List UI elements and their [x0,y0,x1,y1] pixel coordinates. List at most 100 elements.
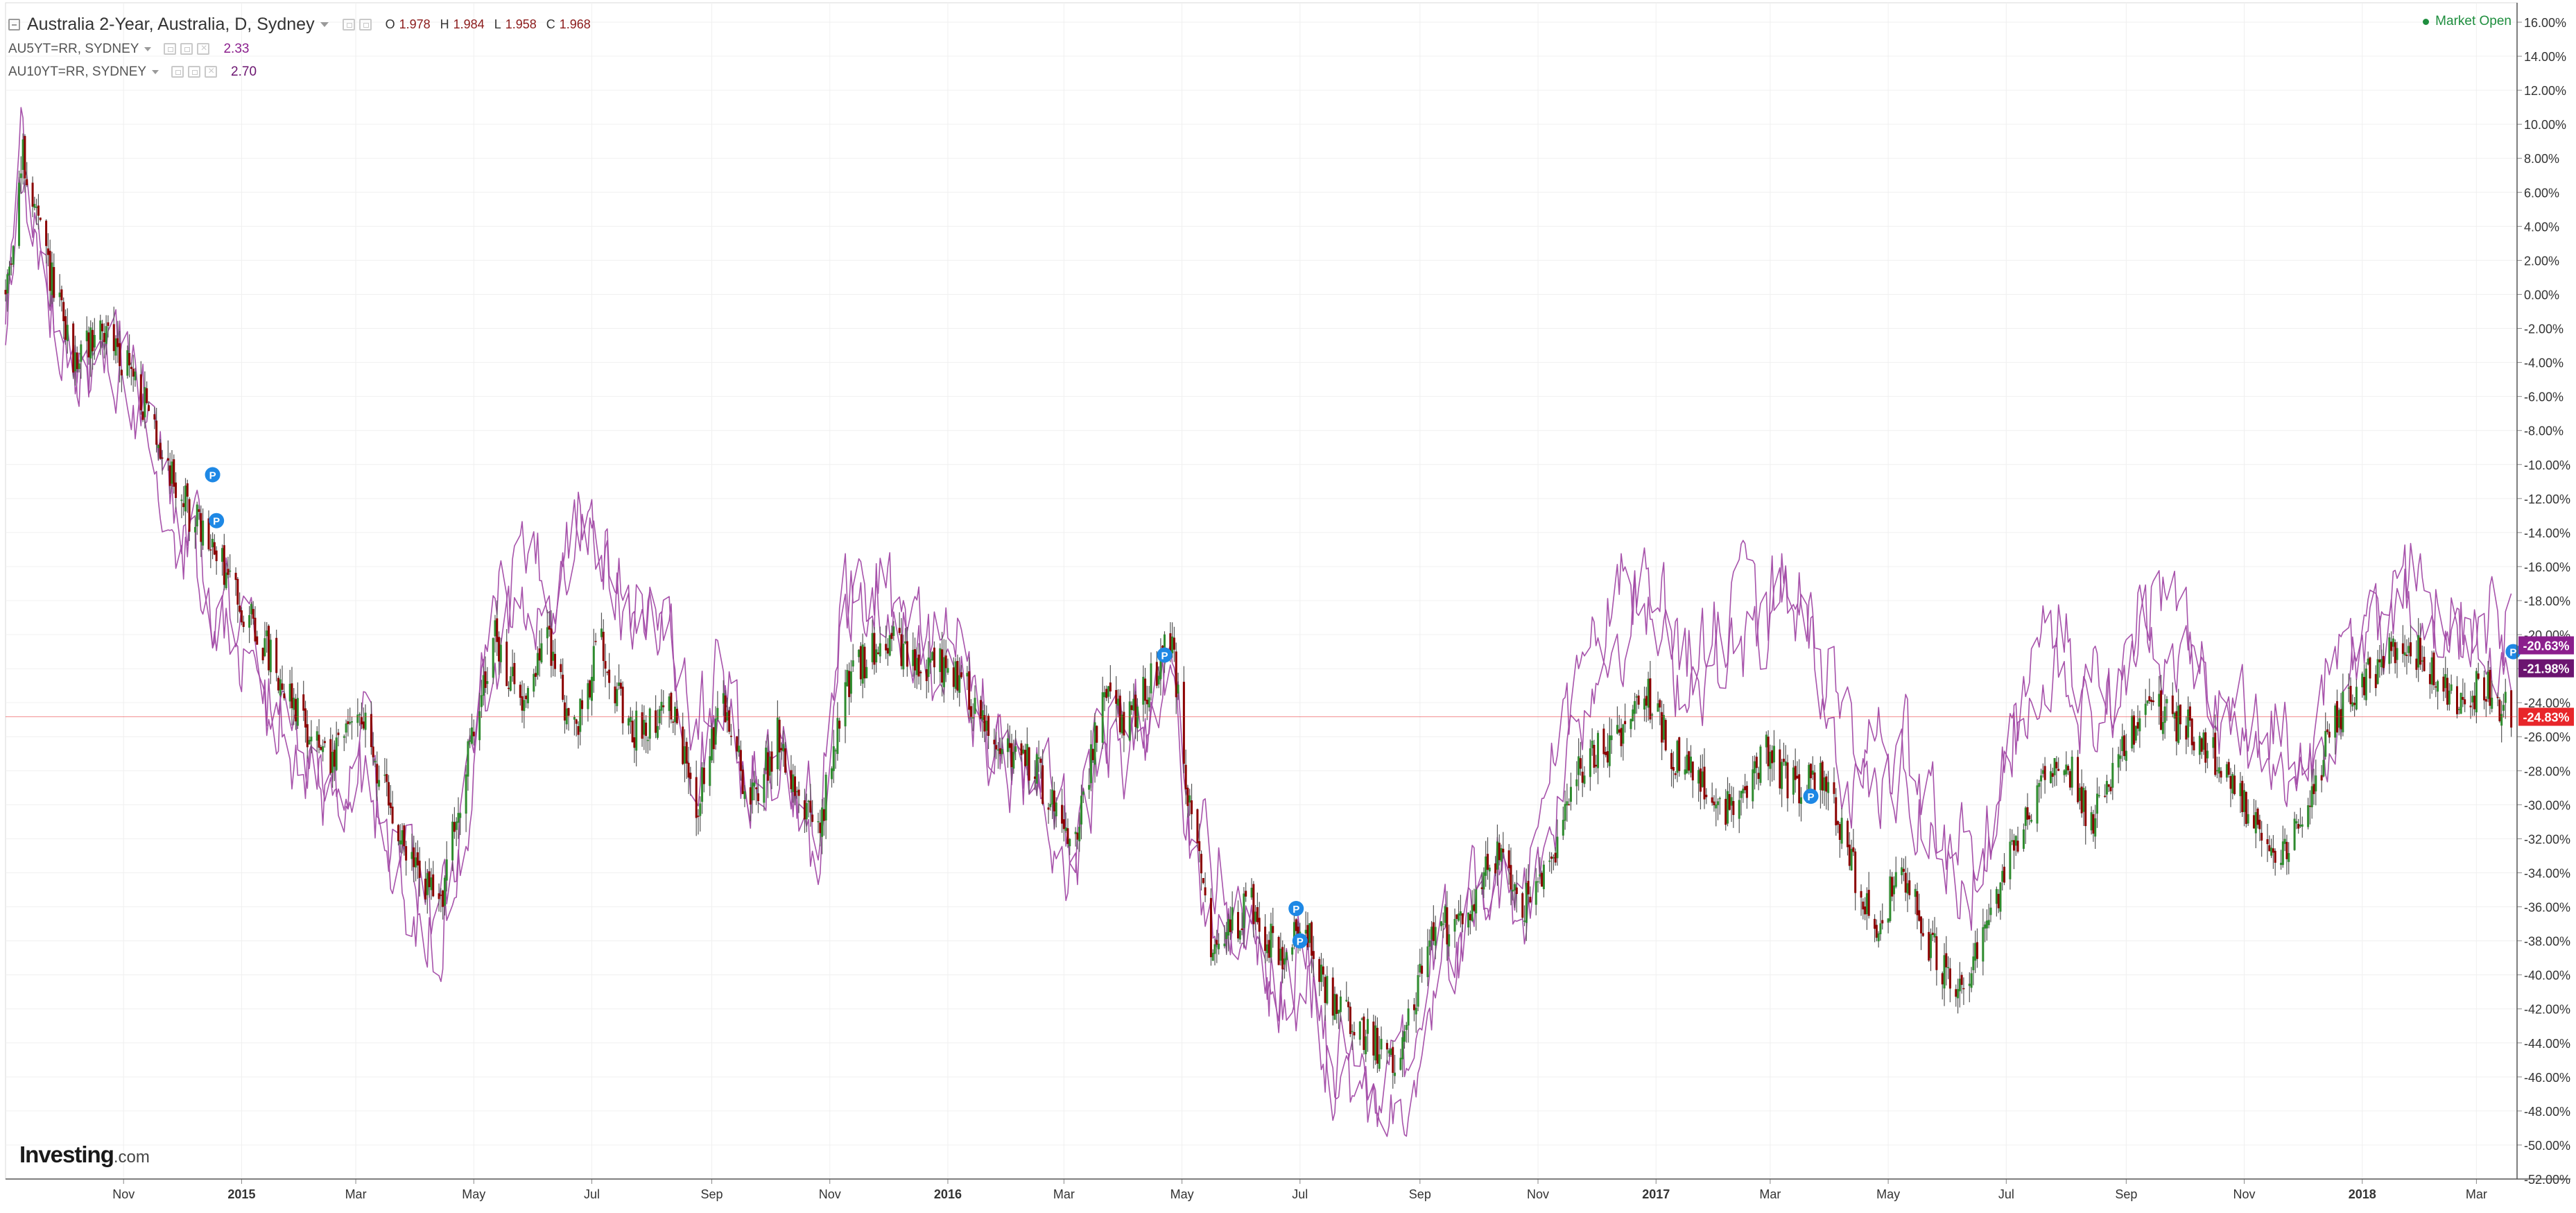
candle-body [2450,684,2453,691]
candle-body [33,204,36,208]
candle-body [1285,952,1288,961]
candle-body [453,822,456,832]
candle-body [683,746,686,764]
candle-body [2109,786,2112,791]
candle-body [2489,669,2491,706]
candle-body [2146,700,2149,704]
candle-body [1028,747,1030,781]
candle-body [405,846,408,861]
hide-icon[interactable] [358,18,372,31]
settings-icon[interactable] [164,43,177,55]
candle-body [662,705,665,707]
candle-body [587,683,589,709]
candle-body [1293,922,1295,946]
candle-body [550,628,553,666]
candle-body [819,823,822,834]
candle-body [2351,702,2354,707]
candle-body [2444,673,2447,689]
investing-logo[interactable]: Investing.com [19,1142,150,1168]
candle-body [159,442,162,459]
candle-body [2014,836,2017,846]
candle-body [198,509,200,512]
candle-body [983,715,986,732]
y-tick-label: 10.00% [2524,118,2566,132]
close-icon[interactable] [197,42,210,55]
candle-body [1605,752,1607,755]
candle-body [2161,722,2164,734]
candle-body [180,499,183,501]
candle-body [2011,840,2014,842]
hide-icon[interactable] [180,43,193,55]
candle-body [1039,758,1042,763]
compare-symbol-label[interactable]: AU5YT=RR, SYDNEY [8,41,139,56]
candle-body [753,782,756,786]
candle-body [2473,696,2476,709]
candle-body [2225,764,2228,778]
candle-body [130,366,132,369]
candle-body [1948,968,1951,989]
candle-body [256,636,259,645]
candle-body [1035,754,1038,784]
candle-body [2415,658,2418,670]
candle-body [1771,750,1774,764]
collapse-icon[interactable] [8,18,20,31]
candle-body [1213,944,1216,954]
candle-body [770,751,773,772]
candle-body [562,674,564,700]
candle-body [2150,699,2153,703]
current-value-label: -20.63% [2523,639,2569,653]
candle-body [1093,722,1096,765]
hide-icon[interactable] [188,66,201,78]
candle-body [1049,804,1052,807]
candle-body [1877,933,1880,942]
candle-body [1488,868,1491,872]
candle-body [1542,864,1545,890]
candle-body [1798,774,1801,804]
candle-body [1579,758,1582,769]
candle-body [1392,1047,1394,1073]
candle-body [1757,773,1760,780]
close-icon[interactable] [205,65,218,78]
candle-body [790,770,793,789]
main-symbol-label[interactable]: Australia 2-Year, Australia, D, Sydney [27,14,315,34]
candle-body [931,652,934,660]
candle-body [999,748,1001,755]
candle-body [848,671,851,698]
candle-body [494,620,496,637]
candle-body [134,371,137,381]
candle-body [1318,958,1321,982]
candle-body [811,814,814,822]
candle-body [2098,795,2100,797]
candle-body [645,722,648,737]
compare-symbol-label[interactable]: AU10YT=RR, SYDNEY [8,64,147,79]
settings-icon[interactable] [171,66,184,78]
candle-body [993,739,996,745]
caret-down-icon[interactable] [152,69,159,74]
candle-body [370,714,372,748]
candle-body [1595,764,1598,767]
caret-down-icon[interactable] [144,46,152,51]
settings-icon[interactable] [342,18,355,31]
candle-body [288,683,291,702]
candle-body [186,483,189,497]
candle-body [1376,1027,1378,1064]
candle-body [155,420,158,445]
candle-body [939,648,942,672]
caret-down-icon[interactable] [320,21,329,27]
y-tick-label: -18.00% [2524,594,2570,608]
candle-body [960,672,962,678]
x-tick-label: Sep [700,1187,723,1201]
candle-body [482,675,485,696]
candle-body [1833,782,1835,794]
x-tick-label: May [1170,1187,1194,1201]
compare-line-10y [5,176,2512,1137]
candle-body [902,644,905,670]
candle-body [114,338,117,356]
candle-body [1374,1025,1377,1060]
candle-body [1566,801,1568,806]
candle-body [1728,794,1731,810]
y-tick-label: -24.00% [2524,696,2570,710]
candle-body [739,750,742,771]
candle-body [229,570,232,572]
candle-body [1744,786,1747,791]
